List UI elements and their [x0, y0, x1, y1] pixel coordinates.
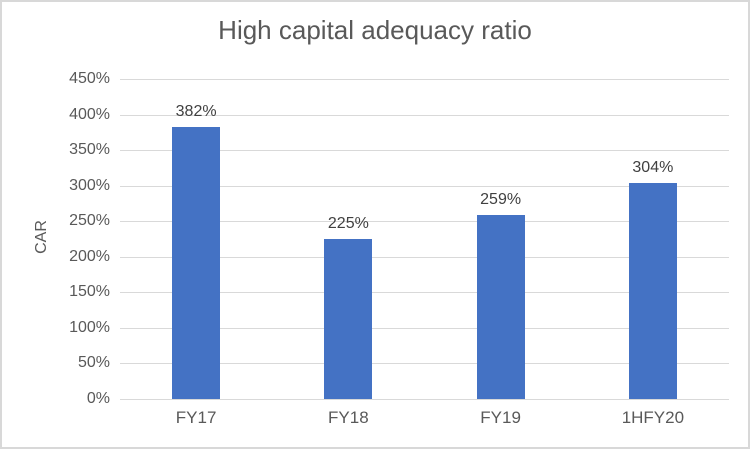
- gridline: [120, 363, 729, 365]
- bar-value-label: 382%: [175, 103, 217, 121]
- y-tick-label: 0%: [86, 390, 110, 407]
- bar-fy17: [172, 127, 221, 399]
- y-tick-label: 350%: [69, 141, 110, 159]
- gridline: [120, 327, 729, 329]
- gridline: [120, 79, 729, 80]
- y-tick-label: 200%: [69, 247, 110, 265]
- gridline: [120, 221, 729, 223]
- gridline: [120, 114, 729, 116]
- y-tick-label: 400%: [69, 105, 110, 123]
- y-tick-label: 50%: [77, 354, 110, 372]
- y-tick-label: 100%: [69, 318, 110, 336]
- y-tick-label: 300%: [69, 176, 110, 194]
- chart-title: High capital adequacy ratio: [218, 15, 532, 45]
- bar-fy18: [324, 239, 373, 399]
- gridline: [120, 185, 729, 187]
- gridline: [120, 399, 729, 400]
- x-tick-label: FY19: [480, 408, 521, 427]
- bar-value-label: 225%: [327, 215, 369, 232]
- y-tick-label: 150%: [69, 283, 110, 301]
- gridline: [120, 256, 729, 258]
- x-tick-label: FY17: [175, 408, 217, 427]
- x-tick-label: 1HFY20: [621, 408, 685, 427]
- x-tick-label: FY18: [328, 408, 369, 427]
- gridline: [120, 292, 729, 294]
- y-tick-label: 450%: [69, 70, 110, 87]
- bar-value-label: 304%: [632, 158, 674, 176]
- bar-1hfy20: [628, 182, 677, 399]
- gridline: [120, 150, 729, 152]
- bar-fy19: [476, 214, 525, 399]
- y-tick-label: 250%: [69, 212, 110, 230]
- bar-value-label: 259%: [480, 190, 522, 208]
